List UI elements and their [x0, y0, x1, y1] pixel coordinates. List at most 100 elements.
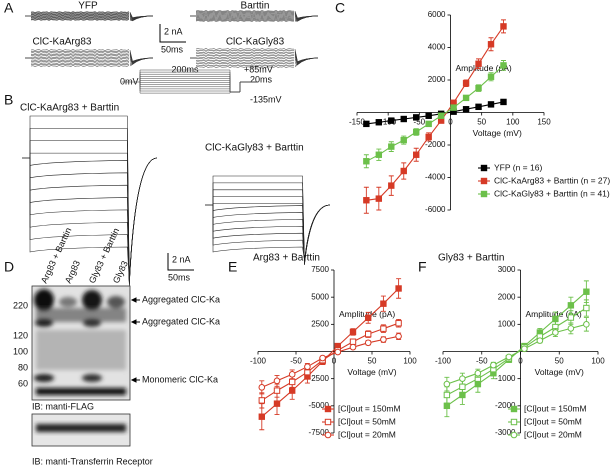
marker: [536, 337, 544, 344]
protocol: [139, 73, 258, 93]
x-tick-label: -100: [435, 357, 452, 366]
trace: [195, 59, 294, 62]
marker: [474, 369, 482, 377]
band: [82, 374, 102, 382]
arrow-head: [130, 297, 137, 303]
marker: [425, 133, 432, 141]
band: [83, 319, 101, 327]
marker: [567, 314, 575, 321]
protocol-label: 200ms: [171, 64, 199, 74]
legend-marker: [324, 405, 332, 413]
marker: [273, 387, 281, 394]
marker: [288, 371, 296, 378]
mw-marker: 220: [13, 300, 28, 310]
y-tick-label: 5000: [311, 292, 329, 301]
mw-marker: 80: [18, 362, 28, 372]
panel-letter: E: [228, 259, 237, 275]
marker: [258, 397, 266, 404]
trace: [195, 15, 294, 18]
trace: [294, 57, 319, 68]
marker: [400, 167, 407, 175]
y-tick-label: -2000: [495, 401, 516, 410]
marker: [552, 315, 559, 323]
chart-title: Arg83 + Barttin: [253, 253, 320, 264]
y-tick-label: 6000: [428, 10, 446, 19]
marker: [395, 332, 402, 340]
marker: [443, 402, 451, 410]
band: [107, 296, 125, 308]
trace: [30, 54, 130, 57]
marker: [304, 363, 311, 371]
x-tick-label: 50: [555, 357, 564, 366]
band: [36, 388, 126, 395]
trace: [30, 11, 130, 13]
marker: [349, 343, 357, 351]
panel-letter: A: [4, 0, 14, 16]
trace-label: YFP: [78, 1, 98, 12]
x-axis-label: Voltage (mV): [473, 128, 522, 138]
x-tick-label: 50: [368, 357, 377, 366]
y-axis-label: Amplitude (pA): [526, 309, 582, 319]
x-tick-label: 150: [537, 118, 551, 127]
trace: [294, 15, 319, 22]
legend-label: [Cl]out = 20mM: [338, 429, 396, 439]
marker: [462, 80, 470, 87]
legend-marker: [510, 405, 518, 413]
marker: [490, 361, 497, 369]
marker: [380, 336, 387, 343]
marker: [400, 115, 407, 123]
x-tick-label: 100: [591, 357, 605, 366]
y-tick-label: -7500: [309, 428, 330, 437]
x-tick-label: 100: [403, 357, 417, 366]
y-tick-label: -5000: [309, 401, 330, 410]
trace: [195, 11, 294, 13]
legend-label: YFP (n = 16): [494, 162, 542, 172]
arrows: [130, 297, 140, 383]
marker: [450, 104, 457, 111]
legend-label: ClC-KaGly83 + Barttin (n = 41): [494, 188, 610, 198]
marker: [273, 400, 281, 407]
marker: [388, 182, 395, 189]
trace: [30, 52, 130, 54]
trace: [30, 56, 130, 59]
legend-label: [Cl]out = 50mM: [338, 416, 396, 426]
legend-marker: [510, 418, 518, 426]
blot-label: IB: manti-FLAG: [32, 401, 94, 411]
legend-label: [Cl]out = 150mM: [338, 403, 401, 413]
marker: [400, 136, 407, 144]
blot-bands: [36, 424, 126, 432]
y-axis-label: Amplitude (pA): [339, 309, 395, 319]
marker: [475, 103, 482, 111]
trace: [195, 14, 294, 17]
x-tick-label: -50: [414, 118, 426, 127]
marker: [487, 41, 495, 48]
trace-label: ClC-KaArg83: [33, 37, 92, 48]
band: [36, 308, 126, 322]
x-tick-label: 0: [518, 357, 523, 366]
marker: [425, 120, 432, 128]
trace: [195, 49, 294, 52]
trace: [30, 16, 130, 18]
protocol: [139, 76, 258, 93]
panel-letter: D: [4, 259, 14, 275]
mw-marker: 120: [13, 330, 28, 340]
marker: [552, 329, 559, 336]
trace: [30, 53, 130, 56]
trace: [30, 14, 130, 16]
trace: [212, 175, 331, 266]
trace-label: ClC-KaGly83: [226, 37, 285, 48]
trace: [30, 59, 130, 62]
y-tick-label: -1000: [495, 374, 516, 383]
marker: [273, 377, 281, 385]
trace: [30, 18, 130, 21]
trace-label: ClC-KaArg83 + Barttin: [20, 103, 119, 114]
band: [36, 424, 126, 432]
band-label: Monomeric ClC-Ka: [142, 374, 218, 384]
trace: [30, 17, 130, 20]
trace: [195, 11, 294, 14]
trace: [29, 157, 158, 282]
marker: [375, 119, 383, 126]
marker: [437, 112, 445, 119]
band-label: Aggregated ClC-Ka: [142, 294, 220, 304]
legend-label: [Cl]out = 20mM: [524, 429, 582, 439]
